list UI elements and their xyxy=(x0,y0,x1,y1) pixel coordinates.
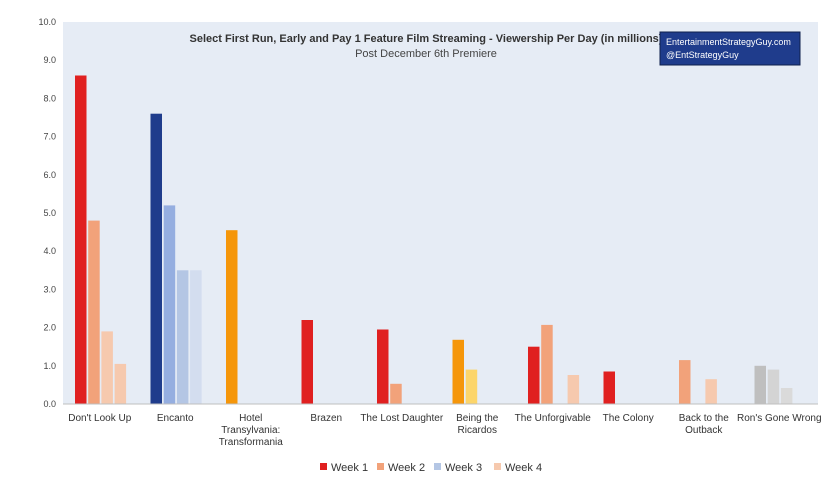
legend-label: Week 1 xyxy=(331,462,368,474)
brand-box-background xyxy=(659,31,801,66)
brand-handle: @EntStrategyGuy xyxy=(666,50,739,60)
y-tick-label: 10.0 xyxy=(38,17,56,27)
bar xyxy=(567,375,580,404)
y-tick-label: 8.0 xyxy=(43,93,56,103)
bar xyxy=(163,205,176,404)
bar xyxy=(390,383,402,404)
bar xyxy=(301,320,313,404)
y-tick-label: 4.0 xyxy=(43,246,56,256)
bar xyxy=(465,369,478,404)
legend-swatch xyxy=(320,463,327,470)
bar xyxy=(679,360,691,404)
bar xyxy=(780,388,793,404)
x-axis: Don't Look Up Encanto Hotel Transylvania: Tr… xyxy=(68,413,821,448)
bar xyxy=(114,363,127,404)
x-tick-label: Encanto xyxy=(157,413,194,424)
x-tick-label: The Colony xyxy=(603,413,654,424)
y-tick-label: 9.0 xyxy=(43,55,56,65)
bar xyxy=(705,379,717,404)
bar xyxy=(541,324,553,404)
x-tick-label: Back to the Outback xyxy=(679,413,729,436)
chart-title: Select First Run, Early and Pay 1 Featur… xyxy=(190,33,663,45)
y-tick-label: 1.0 xyxy=(43,361,56,371)
x-tick-label: Brazen xyxy=(310,413,342,424)
bar xyxy=(767,369,780,404)
plot-area xyxy=(63,22,818,404)
y-tick-label: 6.0 xyxy=(43,170,56,180)
bar xyxy=(176,270,189,404)
bar xyxy=(101,331,113,404)
x-tick-label: Ron's Gone Wrong xyxy=(737,413,822,424)
x-tick-label: The Lost Daughter xyxy=(360,413,443,424)
bar xyxy=(190,270,202,404)
chart-subtitle: Post December 6th Premiere xyxy=(355,48,497,60)
bar xyxy=(88,220,100,404)
x-tick-label: The Unforgivable xyxy=(515,413,592,424)
y-tick-label: 5.0 xyxy=(43,208,56,218)
brand-website: EntertainmentStrategyGuy.com xyxy=(666,37,791,47)
bar xyxy=(528,346,540,404)
legend-swatch xyxy=(494,463,501,470)
x-tick-label: Don't Look Up xyxy=(68,413,131,424)
bars xyxy=(75,75,793,404)
bar xyxy=(377,329,389,404)
bar xyxy=(150,113,162,404)
x-tick-label: Hotel Transylvania: Transformania xyxy=(219,413,284,448)
y-tick-label: 7.0 xyxy=(43,132,56,142)
x-tick-label: Being the Ricardos xyxy=(456,413,499,436)
legend-label: Week 2 xyxy=(388,462,425,474)
bar xyxy=(603,371,615,404)
bar xyxy=(75,75,87,404)
bar xyxy=(226,230,238,404)
brand-box: EntertainmentStrategyGuy.com @EntStrateg… xyxy=(659,31,801,66)
legend-swatch xyxy=(377,463,384,470)
legend-label: Week 4 xyxy=(505,462,542,474)
y-tick-label: 0.0 xyxy=(43,399,56,409)
legend-label: Week 3 xyxy=(445,462,482,474)
y-tick-label: 2.0 xyxy=(43,323,56,333)
y-axis: 0.0 1.0 2.0 3.0 4.0 5.0 6.0 7.0 8.0 9.0 10.0 xyxy=(38,17,56,409)
bar xyxy=(452,339,464,404)
bar xyxy=(754,365,766,404)
y-tick-label: 3.0 xyxy=(43,284,56,294)
legend-swatch xyxy=(434,463,441,470)
legend: Week 1 Week 2 Week 3 Week 4 xyxy=(320,462,542,474)
